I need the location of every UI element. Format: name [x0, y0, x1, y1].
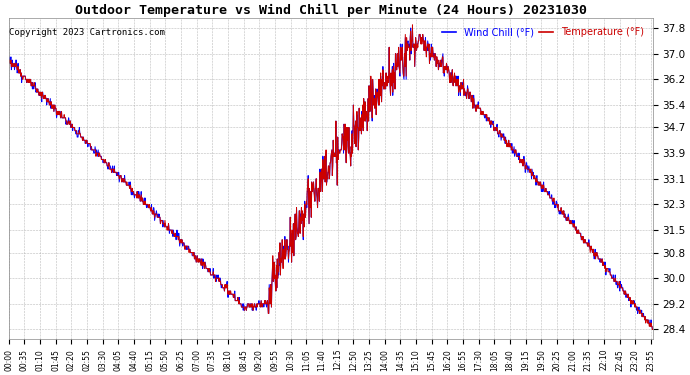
- Wind Chill (°F): [5, 61, 13, 66]
- Legend: Wind Chill (°F), Temperature (°F): Wind Chill (°F), Temperature (°F): [437, 23, 648, 41]
- Temperature (°F): [408, 22, 417, 27]
- Line: Temperature (°F): Temperature (°F): [9, 25, 653, 330]
- Temperature (°F): [649, 327, 657, 332]
- Wind Chill (°F): [432, 55, 440, 59]
- Wind Chill (°F): [515, 160, 524, 165]
- Line: Wind Chill (°F): Wind Chill (°F): [9, 28, 653, 330]
- Temperature (°F): [649, 327, 657, 332]
- Wind Chill (°F): [649, 327, 657, 332]
- Temperature (°F): [515, 160, 524, 165]
- Wind Chill (°F): [220, 285, 228, 290]
- Wind Chill (°F): [406, 26, 415, 30]
- Temperature (°F): [220, 285, 228, 290]
- Wind Chill (°F): [573, 231, 581, 236]
- Temperature (°F): [132, 192, 140, 197]
- Temperature (°F): [432, 55, 440, 59]
- Text: Copyright 2023 Cartronics.com: Copyright 2023 Cartronics.com: [9, 28, 165, 37]
- Title: Outdoor Temperature vs Wind Chill per Minute (24 Hours) 20231030: Outdoor Temperature vs Wind Chill per Mi…: [75, 4, 586, 17]
- Temperature (°F): [148, 209, 156, 213]
- Temperature (°F): [5, 61, 13, 66]
- Wind Chill (°F): [649, 327, 657, 332]
- Wind Chill (°F): [132, 192, 140, 197]
- Temperature (°F): [573, 231, 581, 236]
- Wind Chill (°F): [148, 209, 156, 213]
